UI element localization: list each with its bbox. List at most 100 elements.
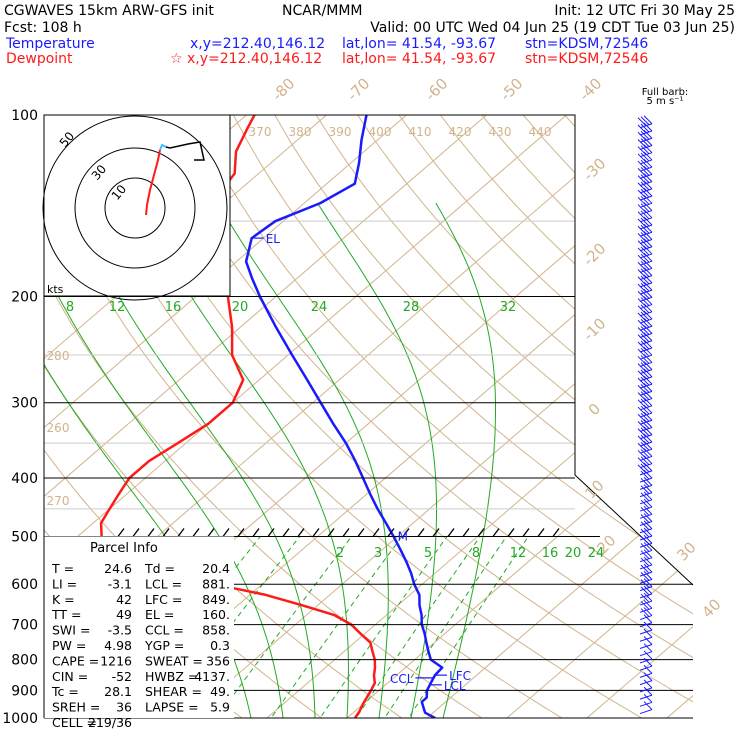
level-hatch [493,528,499,536]
parcel-value: 4137. [194,669,230,684]
pressure-label-1000: 1000 [2,711,38,727]
init-time: Init: 12 UTC Fri 30 May 25 [554,3,735,19]
parcel-key: YGP = [144,638,184,653]
wind-barb-feather [644,116,652,124]
parcel-value: 219/36 [88,715,132,730]
temperature-legend: Temperature [5,36,95,52]
wind-barb [640,710,652,714]
theta-label: 370 [249,125,272,139]
parcel-value: -3.5 [108,623,132,638]
dry-adiabat [482,115,740,731]
moist-adiabat [218,203,388,718]
parcel-value: 858. [202,623,230,638]
pressure-label-700: 700 [11,618,38,634]
dry-adiabat [565,115,740,731]
mixing-label: 2 [336,546,344,561]
level-hatch [343,528,349,536]
org-label: NCAR/MMM [282,3,363,19]
isotherm-label: -10 [579,314,609,344]
level-hatch [208,528,214,536]
parcel-value: 4.98 [104,638,132,653]
parcel-value: 0.3 [210,638,230,653]
parcel-info-title: Parcel Info [90,541,158,556]
pressure-label-400: 400 [11,471,38,487]
mixing-label: 8 [472,546,480,561]
level-hatch [418,528,424,536]
isotherm-label: -80 [268,74,298,104]
level-hatch [253,528,259,536]
theta-label: 430 [489,125,512,139]
mixing-label: 16 [542,546,559,561]
moist-label: 8 [66,300,74,315]
theta-label: 380 [289,125,312,139]
level-hatch [313,528,319,536]
parcel-value: 5.9 [210,700,230,715]
dewpoint-legend: Dewpoint [6,51,73,67]
isotherm-label: 0 [585,400,604,419]
mixing-ratio-line [401,537,529,731]
dry-adiabat [151,115,740,731]
level-hatch [523,528,529,536]
pressure-label-300: 300 [11,396,38,412]
parcel-key: CAPE = [52,653,99,668]
isotherm-label: -40 [575,74,605,104]
dewpoint-station: stn=KDSM,72546 [525,51,648,67]
mixing-ratio-line [312,537,448,731]
pressure-label-100: 100 [11,108,38,124]
parcel-key: HWBZ = [145,669,198,684]
dry-adiabat [358,115,740,731]
parcel-key: CIN = [52,669,88,684]
theta-label: 410 [409,125,432,139]
pressure-label-200: 200 [11,290,38,306]
dry-adiabat [192,115,740,731]
parcel-value: 1216 [100,653,132,668]
isotherm-line [492,102,740,731]
parcel-key: LCL = [145,576,182,591]
parcel-key: EL = [145,607,174,622]
level-hatch [193,528,199,536]
mixing-label: 12 [510,546,527,561]
level-hatch [508,528,514,536]
isotherm-label: -30 [579,154,609,184]
isotherm-label: 40 [698,595,724,621]
parcel-value: 42 [116,592,132,607]
temperature-profile [246,115,442,718]
parcel-value: 356 [206,653,230,668]
moist-label: 24 [311,300,328,315]
parcel-key: T = [51,561,74,576]
pressure-label-800: 800 [11,653,38,669]
level-hatch [298,528,304,536]
dry-adiabat [523,115,740,731]
temperature-latlon: lat,lon= 41.54, -93.67 [342,36,496,52]
level-hatch [553,528,559,536]
level-label-M: M [398,529,408,543]
dewpoint-location: ☆ x,y=212.40,146.12 [170,51,322,67]
moist-label: 12 [109,300,126,315]
dry-adiabat [440,115,740,731]
level-hatch [538,528,544,536]
isotherm-line [252,102,740,731]
level-hatch [118,528,124,536]
moist-adiabat [318,203,437,718]
parcel-key: LI = [52,576,77,591]
level-hatch [283,528,289,536]
parcel-value: 24.6 [104,561,132,576]
dry-adiabat [0,115,15,731]
parcel-key: LAPSE = [145,700,199,715]
mixing-label: 24 [588,546,605,561]
level-hatch [223,528,229,536]
parcel-key: SWEAT = [145,653,203,668]
parcel-value: 28.1 [104,684,132,699]
mixing-label: 20 [565,546,582,561]
parcel-value: 160. [202,607,230,622]
parcel-value: 849. [202,592,230,607]
level-hatch [133,528,139,536]
parcel-value: 36 [116,700,132,715]
parcel-key: CCL = [145,623,184,638]
mixing-label: 5 [424,546,432,561]
parcel-value: -52 [112,669,132,684]
